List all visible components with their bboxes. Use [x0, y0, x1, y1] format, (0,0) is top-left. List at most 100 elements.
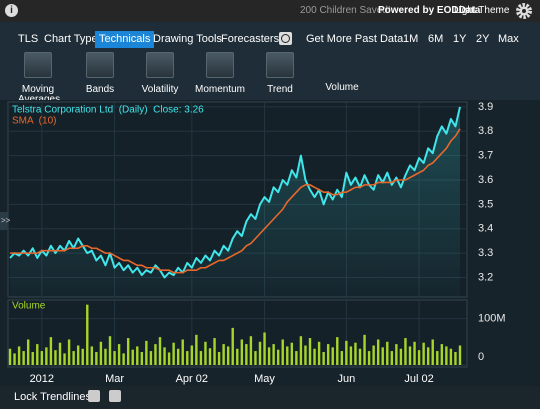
technical-label: Trend [267, 84, 293, 95]
refresh-icon[interactable] [109, 390, 121, 402]
volume-bar [190, 345, 194, 365]
x-tick-label: Jun [337, 373, 355, 385]
volume-bar [267, 347, 271, 365]
theme-toggle[interactable]: Light Theme [454, 5, 510, 16]
volume-bar [399, 348, 403, 365]
tab[interactable]: Forecasters [221, 33, 280, 45]
price-area [10, 106, 460, 297]
y-tick-label: 100M [478, 312, 506, 324]
volume-bar [186, 351, 189, 365]
volume-bar [458, 345, 462, 365]
range[interactable]: 6M [428, 33, 444, 45]
volume-bar [108, 336, 112, 365]
tab[interactable]: Chart Type [44, 33, 98, 45]
technical[interactable]: Bands [72, 52, 128, 95]
volume-bar [263, 332, 266, 365]
volume-bar [290, 342, 294, 365]
volume-bar [454, 352, 457, 365]
y-tick-label: 3.6 [478, 174, 493, 186]
volume-bar [122, 353, 125, 365]
side-tab[interactable] [0, 212, 8, 230]
volume-bar [8, 348, 12, 365]
technical[interactable]: Volatility [132, 52, 188, 95]
volume-bar [272, 344, 275, 365]
volume-bar [417, 350, 421, 365]
volume-bar [286, 346, 289, 365]
range[interactable]: Max [498, 33, 519, 45]
volume-bar [63, 353, 66, 365]
volume-bar [13, 353, 16, 365]
lock-trendlines[interactable]: Lock Trendlines [14, 391, 92, 403]
technical-label: Momentum [194, 84, 245, 95]
volume-bar [404, 338, 407, 365]
x-tick-label: May [254, 373, 275, 385]
volume-bar [376, 339, 380, 365]
volume-bar [36, 344, 39, 365]
powered-text[interactable]: Powered by EODData [378, 5, 481, 16]
technical[interactable]: Moving Averages [10, 52, 66, 105]
camera-icon[interactable] [88, 390, 100, 402]
volume-bar [199, 351, 203, 365]
volume-bar [254, 351, 257, 365]
technical[interactable]: Trend [252, 52, 308, 95]
volume-bar [54, 350, 57, 365]
volume-bar [76, 345, 80, 365]
volume-bar [31, 352, 34, 365]
y-tick-label: 3.8 [478, 125, 493, 137]
volume-bar [113, 351, 116, 365]
technical[interactable]: Momentum [192, 52, 248, 95]
volume-bar [45, 347, 48, 365]
volume-bar [372, 345, 375, 365]
volume-title: Volume [12, 301, 46, 312]
volume-bar [126, 338, 130, 365]
x-tick-label: 2012 [30, 373, 54, 385]
info-icon[interactable]: i [5, 4, 18, 17]
volume-bar [340, 351, 344, 365]
volume-bar [163, 347, 166, 365]
volume-bar [22, 351, 25, 365]
series-line [10, 128, 461, 274]
volume-bar [17, 346, 21, 365]
volume-bar [308, 338, 312, 365]
volume-bar [158, 337, 162, 365]
range[interactable]: 2Y [476, 33, 490, 45]
volume-bar [149, 351, 153, 365]
volume-bar [422, 342, 425, 365]
volume-bar [449, 348, 453, 365]
volume-bar [445, 346, 448, 365]
volume-bar [299, 336, 303, 365]
volume-bar [258, 341, 262, 365]
volume-bar [226, 346, 230, 365]
footer-bar [0, 386, 540, 409]
volume-bar [345, 340, 348, 365]
tab[interactable]: TLS [18, 33, 39, 45]
tab[interactable]: Drawing Tools [153, 33, 222, 45]
volume-bar [317, 341, 321, 365]
settings-icon[interactable] [515, 2, 533, 20]
range[interactable]: 1M [403, 33, 419, 45]
volume-bar [390, 351, 394, 365]
y-tick-label: 0 [478, 351, 484, 363]
volume-bar [117, 344, 121, 365]
volume-bar [81, 348, 84, 365]
clear-icon[interactable] [279, 32, 292, 45]
x-tick-label: Apr 02 [176, 373, 208, 385]
volume-bar [217, 352, 221, 365]
volume-bar [136, 346, 139, 365]
volume-bar [145, 340, 148, 365]
y-tick-label: 3.2 [478, 271, 493, 283]
range[interactable]: 1Y [453, 33, 467, 45]
volume-bar [413, 341, 416, 365]
volume-bar [295, 351, 298, 365]
volume-bar [276, 349, 280, 365]
technical[interactable]: Volume [314, 52, 370, 93]
volume-bar [249, 336, 253, 365]
volume-bar [154, 344, 157, 365]
volume-bar [176, 348, 180, 365]
tab-active[interactable]: Technicals [95, 31, 155, 48]
y-tick-label: 3.3 [478, 247, 493, 259]
volume-bar [213, 338, 216, 365]
more-data[interactable]: Get More Past Data [306, 33, 404, 45]
